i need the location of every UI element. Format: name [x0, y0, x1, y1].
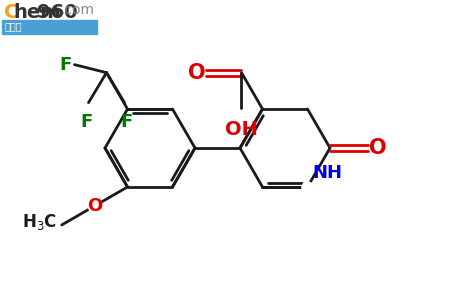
Text: O: O — [87, 197, 102, 215]
Text: H$_3$C: H$_3$C — [21, 212, 57, 232]
FancyBboxPatch shape — [2, 20, 97, 34]
FancyBboxPatch shape — [2, 2, 102, 34]
Text: O: O — [188, 63, 205, 83]
Text: F: F — [81, 113, 92, 131]
Text: F: F — [120, 113, 133, 131]
Text: OH: OH — [225, 120, 258, 139]
Text: F: F — [59, 56, 72, 74]
Text: NH: NH — [312, 164, 343, 182]
Text: O: O — [369, 138, 387, 158]
Text: .com: .com — [61, 3, 95, 17]
Text: 化工网: 化工网 — [5, 21, 23, 31]
Text: 960: 960 — [37, 3, 78, 22]
Text: C: C — [4, 3, 18, 22]
Text: hem: hem — [13, 3, 61, 22]
